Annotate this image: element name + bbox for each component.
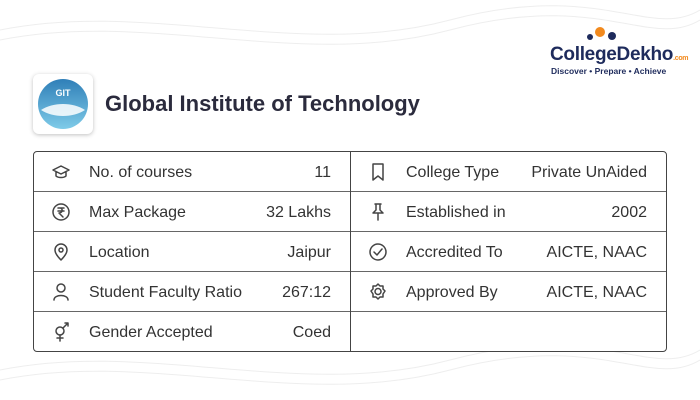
brand-text: CollegeDekho — [550, 44, 674, 65]
detail-row: Established in 2002 — [351, 192, 666, 232]
detail-value: Jaipur — [287, 244, 331, 261]
row-icon — [372, 203, 384, 221]
row-icon — [54, 243, 68, 261]
detail-label: Accredited To — [406, 244, 503, 261]
details-card: No. of courses 11 Max Package 32 Lakhs Locat… — [33, 151, 667, 352]
detail-row: Gender Accepted Coed — [34, 312, 350, 352]
row-separator — [351, 231, 666, 232]
detail-label: College Type — [406, 164, 500, 181]
detail-label: Approved By — [406, 284, 498, 301]
detail-value: 32 Lakhs — [266, 204, 331, 221]
detail-value: Private UnAided — [531, 164, 647, 181]
detail-label: Max Package — [89, 204, 186, 221]
detail-label: Established in — [406, 204, 506, 221]
row-icon — [52, 165, 70, 179]
detail-value: 267:12 — [282, 284, 331, 301]
logo-emblem: GIT — [38, 79, 88, 129]
brand-icon — [587, 27, 616, 40]
row-icon — [53, 283, 69, 301]
row-separator — [34, 271, 350, 272]
row-separator — [34, 231, 350, 232]
details-left: No. of courses 11 Max Package 32 Lakhs Locat… — [34, 152, 351, 351]
row-separator — [351, 271, 666, 272]
college-name: Global Institute of Technology — [105, 91, 420, 116]
detail-row: Approved By AICTE, NAAC — [351, 272, 666, 312]
row-separator — [34, 191, 350, 192]
row-icon — [369, 243, 387, 261]
brand-suffix: .com — [673, 55, 689, 62]
row-separator — [351, 311, 666, 312]
row-icon — [52, 203, 70, 221]
detail-row: Accredited To AICTE, NAAC — [351, 232, 666, 272]
details-right: College Type Private UnAided Established i… — [351, 152, 666, 351]
college-logo: GIT — [33, 74, 93, 134]
detail-value: AICTE, NAAC — [546, 244, 647, 261]
detail-value: 11 — [314, 164, 331, 181]
brand-name: CollegeDekho.com — [550, 44, 689, 66]
detail-value: Coed — [292, 324, 331, 341]
row-separator — [34, 311, 350, 312]
row-icon — [55, 322, 69, 342]
logo-text: GIT — [56, 88, 72, 98]
detail-label: Student Faculty Ratio — [89, 284, 242, 301]
detail-row: No. of courses 11 — [34, 152, 350, 192]
detail-row: Location Jaipur — [34, 232, 350, 272]
detail-label: No. of courses — [89, 164, 193, 181]
detail-row: Max Package 32 Lakhs — [34, 192, 350, 232]
detail-value: 2002 — [611, 204, 647, 221]
detail-value: AICTE, NAAC — [546, 284, 647, 301]
detail-row: Student Faculty Ratio 267:12 — [34, 272, 350, 312]
row-icon — [370, 283, 386, 300]
row-icon — [372, 163, 384, 181]
detail-label: Gender Accepted — [89, 324, 213, 341]
row-separator — [351, 191, 666, 192]
detail-label: Location — [89, 244, 150, 261]
brand-tagline: Discover • Prepare • Achieve — [551, 66, 667, 76]
detail-row: College Type Private UnAided — [351, 152, 666, 192]
